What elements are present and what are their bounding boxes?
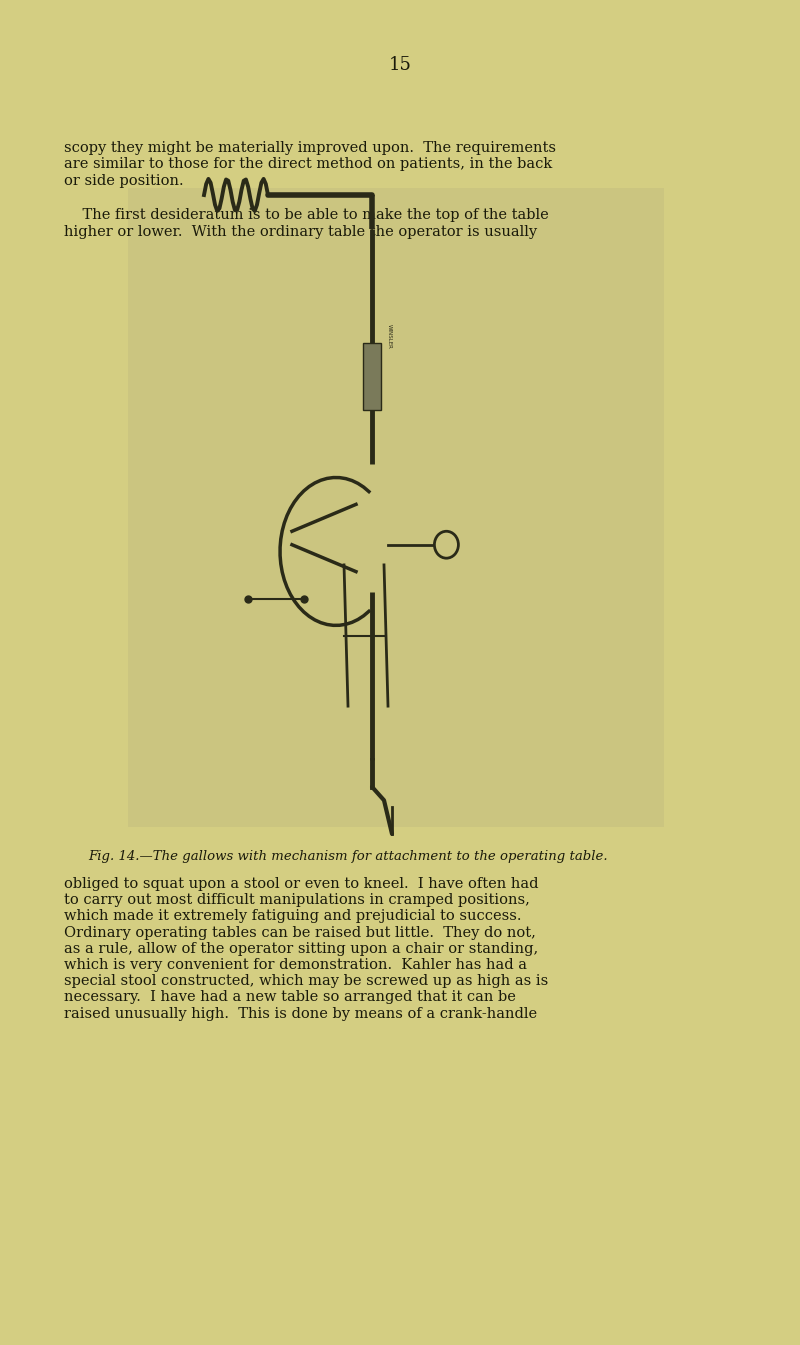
- Text: scopy they might be materially improved upon.  The requirements
are similar to t: scopy they might be materially improved …: [64, 141, 556, 187]
- Ellipse shape: [434, 531, 458, 558]
- Text: 15: 15: [389, 56, 411, 74]
- Text: WINSLER: WINSLER: [386, 324, 391, 348]
- Text: obliged to squat upon a stool or even to kneel.  I have often had
to carry out m: obliged to squat upon a stool or even to…: [64, 877, 548, 1021]
- Text: Fig. 14.—The gallows with mechanism for attachment to the operating table.: Fig. 14.—The gallows with mechanism for …: [88, 850, 608, 863]
- Bar: [363, 343, 381, 410]
- Text: The first desideratum is to be able to make the top of the table
higher or lower: The first desideratum is to be able to m…: [64, 208, 549, 238]
- Bar: [128, 188, 664, 827]
